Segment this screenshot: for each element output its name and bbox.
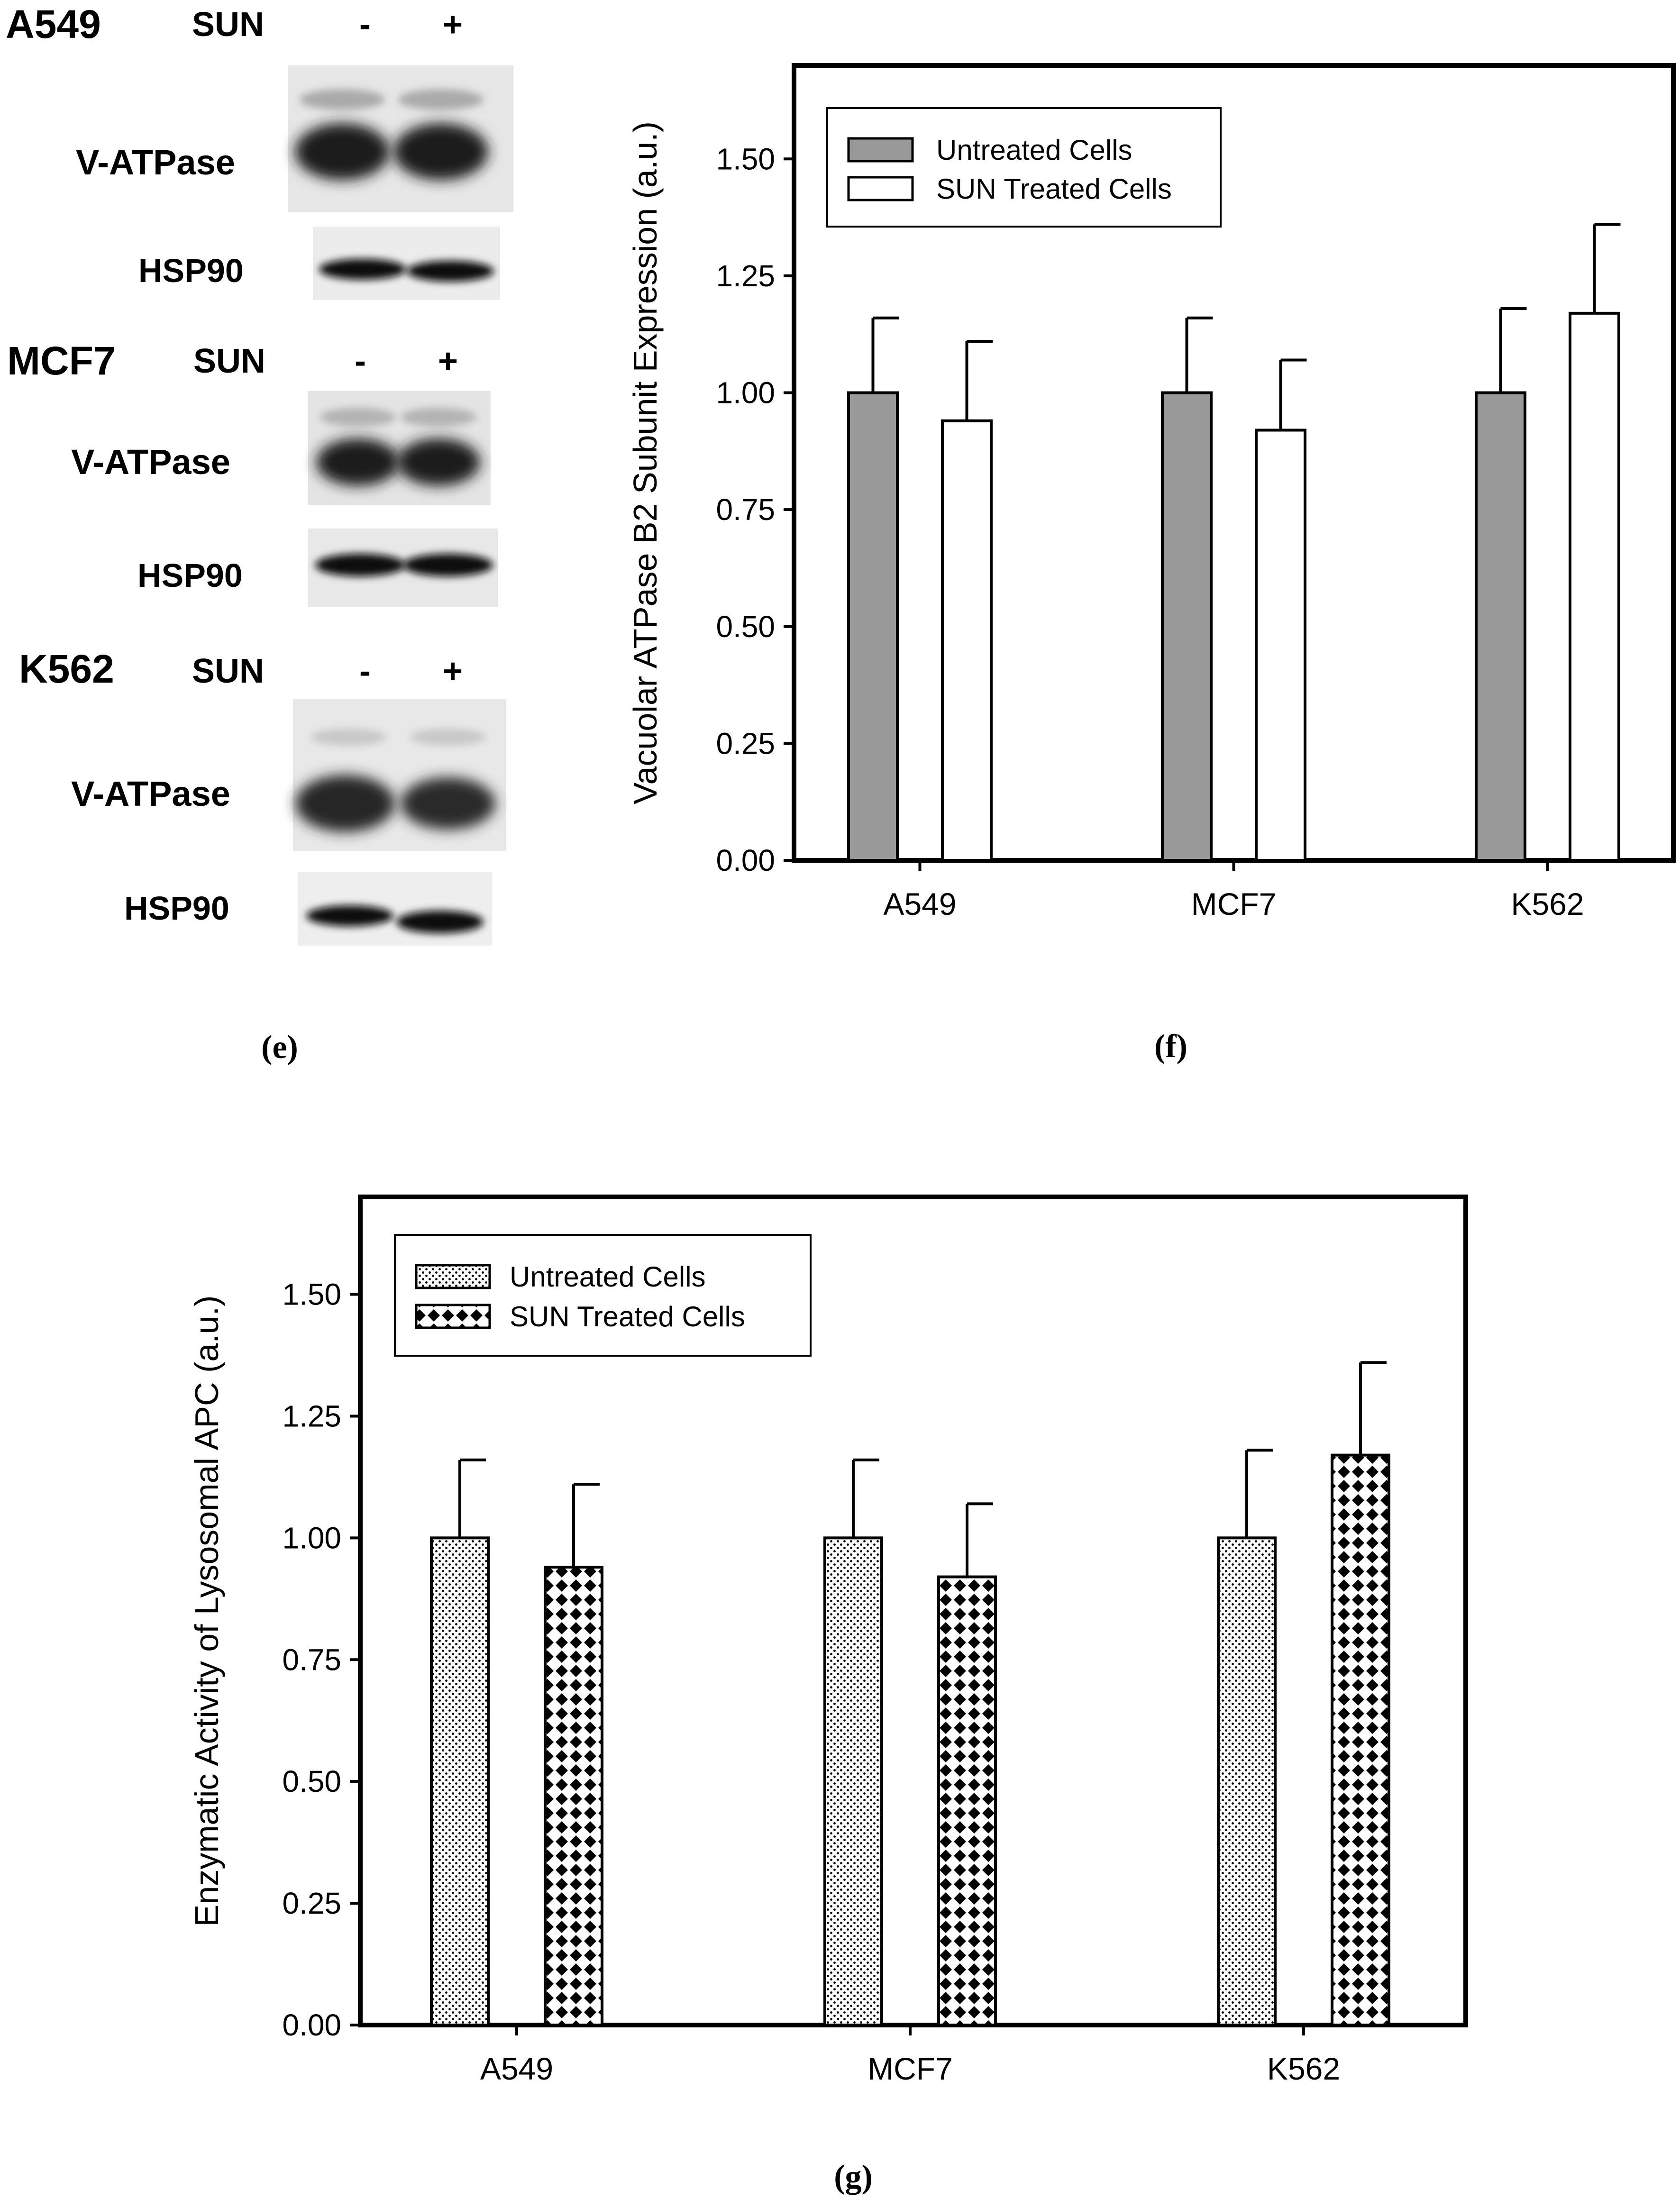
blot-image-v-atpase [293, 699, 506, 851]
blot-group-mcf7: MCF7 SUN - + V-ATPase HSP90 [7, 338, 498, 607]
legend-box [394, 1234, 812, 1357]
bar-k562-untreated [1217, 1536, 1277, 2027]
x-tick-label: MCF7 [1191, 886, 1277, 922]
bar-mcf7-sun-treated [1255, 429, 1306, 862]
legend: Untreated Cells SUN Treated Cells [826, 107, 1222, 228]
lane-plus-label: + [438, 342, 458, 380]
lane-plus-label: + [443, 652, 463, 690]
lane-plus-label: + [443, 6, 463, 44]
y-tick-label: 0.25 [282, 1886, 341, 1920]
bar-k562-sun-treated [1331, 1453, 1390, 2026]
treatment-label: SUN [192, 6, 264, 44]
bar-a549-untreated [430, 1536, 490, 2027]
y-tick-label: 0.00 [716, 843, 775, 877]
bar-mcf7-untreated [1161, 391, 1213, 862]
y-tick-label: 1.50 [282, 1277, 341, 1312]
y-tick-label: 0.75 [716, 493, 775, 527]
bar-a549-sun-treated [544, 1566, 603, 2026]
legend-swatch [847, 137, 914, 163]
western-blot-panel: A549 SUN - + V-ATPase HSP90 MCF7 SUN [6, 2, 513, 1066]
legend-swatch [847, 176, 914, 201]
y-tick-label: 1.25 [282, 1399, 341, 1433]
blot-group-a549: A549 SUN - + V-ATPase HSP90 [6, 2, 513, 300]
x-tick-label: A549 [883, 886, 956, 922]
lane-minus-label: - [359, 6, 371, 44]
bar-k562-sun-treated [1569, 311, 1620, 862]
chart-f: 0.00 0.25 0.50 0.75 1.00 1.25 1.50 Vacuolar ATP… [627, 63, 1676, 1065]
y-tick-label: 0.75 [282, 1642, 341, 1677]
protein-label-v-atpase: V-ATPase [71, 774, 230, 813]
legend-entry: Untreated Cells [510, 1261, 706, 1293]
y-axis-label: Vacuolar ATPase B2 Subunit Expression (a… [627, 121, 664, 804]
blot-image-hsp90 [298, 872, 492, 946]
x-tick-label: A549 [480, 2051, 553, 2086]
cell-line-label: K562 [19, 647, 114, 691]
x-tick-label: MCF7 [867, 2051, 953, 2086]
panel-label: (g) [834, 2159, 873, 2195]
legend: Untreated Cells SUN Treated Cells [394, 1234, 812, 1357]
y-tick-label: 1.00 [282, 1521, 341, 1555]
y-tick-label: 0.00 [282, 2008, 341, 2042]
protein-label-v-atpase: V-ATPase [76, 143, 235, 182]
cell-line-label: MCF7 [7, 338, 116, 383]
plot-frame [358, 1195, 1468, 2027]
chart-g: 0.00 0.25 0.50 0.75 1.00 1.25 1.50 Enzymatic Ac… [188, 1195, 1468, 2195]
blot-image-v-atpase [308, 391, 491, 505]
legend-swatch [415, 1264, 491, 1289]
protein-label-hsp90: HSP90 [124, 890, 229, 927]
protein-label-hsp90: HSP90 [137, 557, 243, 594]
blot-image-hsp90 [308, 529, 498, 607]
legend-entry: SUN Treated Cells [936, 173, 1172, 205]
y-tick-label: 1.00 [716, 376, 775, 410]
legend-swatch [415, 1304, 491, 1329]
y-tick-label: 0.50 [716, 610, 775, 644]
bar-a549-sun-treated [941, 419, 993, 862]
x-tick-label: K562 [1267, 2051, 1340, 2086]
protein-label-v-atpase: V-ATPase [71, 442, 230, 482]
y-tick-label: 0.25 [716, 726, 775, 760]
legend-entry: SUN Treated Cells [510, 1301, 745, 1332]
y-tick-label: 1.25 [716, 259, 775, 293]
bar-mcf7-untreated [823, 1536, 883, 2027]
lane-minus-label: - [355, 342, 366, 380]
x-tick-label: K562 [1511, 886, 1584, 922]
legend-box [826, 107, 1222, 228]
y-tick-label: 1.50 [716, 142, 775, 176]
blot-image-v-atpase [288, 65, 513, 212]
panel-label-e: (e) [261, 1029, 298, 1066]
legend-entry: Untreated Cells [936, 134, 1132, 166]
bar-a549-untreated [847, 391, 899, 862]
panel-label: (f) [1154, 1028, 1187, 1065]
blot-group-k562: K562 SUN - + V-ATPase HSP90 [19, 647, 506, 946]
lane-minus-label: - [359, 652, 371, 690]
y-tick-label: 0.50 [282, 1764, 341, 1798]
bar-mcf7-sun-treated [937, 1575, 997, 2026]
blot-image-hsp90 [313, 227, 500, 300]
bar-k562-untreated [1475, 391, 1526, 862]
treatment-label: SUN [193, 342, 265, 380]
y-axis-label: Enzymatic Activity of Lysosomal APC (a.u… [188, 1296, 225, 1927]
cell-line-label: A549 [6, 2, 101, 46]
treatment-label: SUN [192, 652, 264, 690]
protein-label-hsp90: HSP90 [138, 252, 244, 289]
